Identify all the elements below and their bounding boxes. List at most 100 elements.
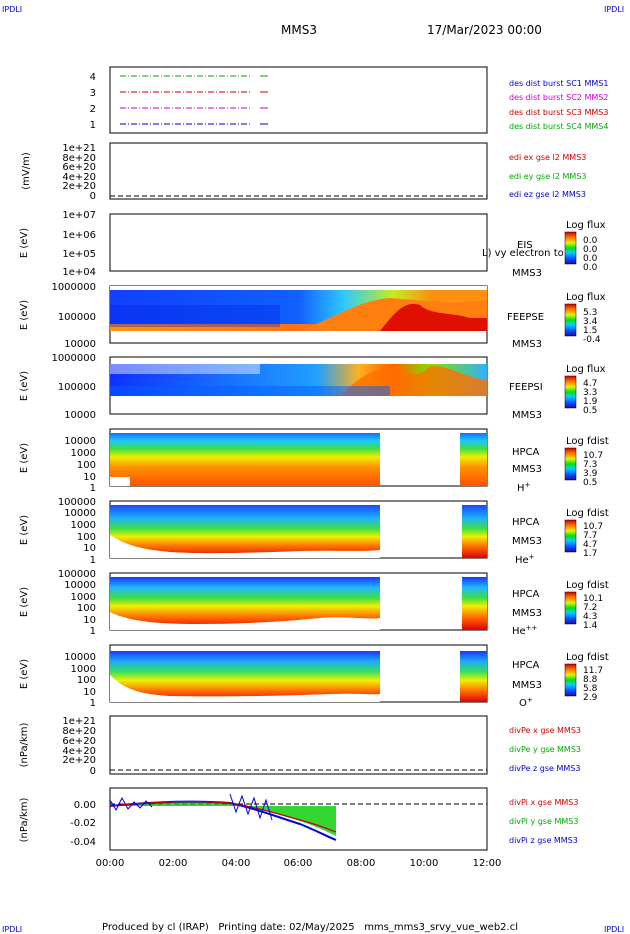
- hpca-o-species: O+: [519, 696, 533, 709]
- hpca-he2-ylabel: E (eV): [19, 587, 30, 617]
- hpca-he2-spectrogram: [110, 577, 487, 630]
- hpca-h-species: H+: [517, 481, 531, 494]
- hpca-he-cbar-tick: 7.7: [583, 531, 597, 541]
- feepse-ytick: 100000: [58, 312, 96, 323]
- feepsi-spectrogram: [110, 364, 487, 396]
- edi-ytick: 8e+20: [62, 153, 96, 164]
- feepsi-ytick: 1000000: [51, 353, 96, 364]
- hpca-o-spacecraft: MMS3: [512, 680, 542, 691]
- hpca-o-ytick: 10000: [64, 652, 96, 663]
- hpca-he-ytick: 100: [77, 532, 96, 543]
- hpca-he2-ytick: 10: [83, 615, 96, 626]
- feepsi-ylabel: E (eV): [19, 371, 30, 401]
- edi-ytick: 4e+20: [62, 172, 96, 183]
- hpca-o-ytick: 1: [90, 698, 96, 709]
- divpi-ylabel: (nPa/km): [19, 798, 30, 843]
- corner-label-bottom-right: IPDLI: [604, 925, 624, 934]
- hpca-he2-spacecraft: MMS3: [512, 608, 542, 619]
- divpe-ytick: 8e+20: [62, 726, 96, 737]
- hpca-he-ytick: 1: [90, 555, 96, 566]
- hpca-he2-ytick: 100000: [58, 569, 96, 580]
- hpca-h-ytick: 10000: [64, 436, 96, 447]
- edi-ytick: 2e+20: [62, 181, 96, 192]
- hpca-he-cbar-tick: 10.7: [583, 522, 603, 532]
- panel-eis: 1e+07 1e+06 1e+05 1e+04 E (eV) EIS L) vy…: [19, 210, 606, 279]
- eis-cbar-tick: 0.0: [583, 254, 598, 264]
- eis-colorbar: [564, 231, 577, 265]
- legend-entry: edi ex gse l2 MMS3: [509, 153, 586, 162]
- edi-ytick: 6e+20: [62, 162, 96, 173]
- hpca-he-ytick: 1000: [71, 520, 96, 531]
- hpca-o-cbar-tick: 5.8: [583, 684, 598, 694]
- hpca-h-cbar-tick: 3.9: [583, 469, 598, 479]
- divpe-ytick: 2e+20: [62, 755, 96, 766]
- x-tick-label: 04:00: [222, 858, 251, 869]
- panel-edi: 1e+21 8e+20 6e+20 4e+20 2e+20 0 (mV/m) e…: [21, 142, 587, 202]
- hpca-o-spectrogram: [110, 651, 487, 702]
- hpca-o-instrument: HPCA: [512, 660, 540, 671]
- hpca-o-ytick: 1000: [71, 664, 96, 675]
- corner-label-top-left: IPDLI: [2, 5, 22, 14]
- x-tick-label: 12:00: [473, 858, 502, 869]
- legend-entry: divPe x gse MMS3: [509, 726, 581, 735]
- hpca-he2-ytick: 100: [77, 603, 96, 614]
- burst-ytick: 1: [90, 120, 96, 131]
- page-title: MMS3: [281, 23, 317, 37]
- feepsi-colorbar: [564, 375, 577, 409]
- burst-traces: [120, 75, 268, 125]
- hpca-o-ylabel: E (eV): [19, 659, 30, 689]
- eis-ytick: 1e+05: [62, 249, 96, 260]
- hpca-he2-ytick: 1000: [71, 592, 96, 603]
- hpca-o-cbar-tick: 8.8: [583, 675, 598, 685]
- hpca-o-colorbar-title: Log fdist: [566, 652, 609, 663]
- panel-divpi: 0.00 -0.02 -0.04 (nPa/km) divPi x gse MM…: [19, 787, 578, 851]
- feepse-colorbar-title: Log flux: [566, 292, 606, 303]
- feepse-cbar-tick: 5.3: [583, 308, 597, 318]
- hpca-h-ytick: 100: [77, 460, 96, 471]
- legend-entry: des dist burst SC3 MMS3: [509, 108, 608, 117]
- hpca-he2-colorbar-title: Log fdist: [566, 580, 609, 591]
- hpca-he2-cbar-tick: 4.3: [583, 612, 597, 622]
- edi-ytick: 0: [90, 191, 96, 202]
- hpca-he2-instrument: HPCA: [512, 589, 540, 600]
- eis-ytick: 1e+06: [62, 230, 96, 241]
- hpca-he-ytick: 10000: [64, 508, 96, 519]
- eis-ytick: 1e+07: [62, 210, 96, 221]
- x-tick-label: 08:00: [347, 858, 376, 869]
- hpca-he2-species: He++: [512, 624, 538, 637]
- divpi-ytick: 0.00: [74, 800, 96, 811]
- footer-credit: Produced by cl (IRAP) Printing date: 02/…: [102, 922, 518, 933]
- corner-label-top-right: IPDLI: [604, 5, 624, 14]
- hpca-h-ytick: 10: [83, 472, 96, 483]
- divpi-traces: [109, 793, 337, 841]
- divpe-ytick: 1e+21: [62, 716, 96, 727]
- hpca-he-ytick: 100000: [58, 497, 96, 508]
- feepsi-cbar-tick: 0.5: [583, 406, 597, 416]
- hpca-he-cbar-tick: 1.7: [583, 549, 597, 559]
- feepsi-ytick: 100000: [58, 382, 96, 393]
- panel-feepsi: 1000000 100000 10000 E (eV) FEEPSI MMS3 …: [19, 353, 606, 421]
- burst-ytick: 2: [90, 104, 96, 115]
- x-axis: 00:00 02:00 04:00 06:00 08:00 10:00 12:0…: [96, 858, 502, 869]
- panel-divpe: 1e+21 8e+20 6e+20 4e+20 2e+20 0 (nPa/km)…: [19, 715, 581, 777]
- hpca-he-species: He+: [515, 553, 535, 566]
- legend-entry: des dist burst SC1 MMS1: [509, 79, 608, 88]
- legend-entry: divPi z gse MMS3: [509, 836, 578, 845]
- corner-label-bottom-left: IPDLI: [2, 925, 22, 934]
- legend-entry: edi ez gse l2 MMS3: [509, 190, 586, 199]
- legend-entry: divPi y gse MMS3: [509, 817, 578, 826]
- eis-cbar-tick: 0.0: [583, 236, 598, 246]
- hpca-he-instrument: HPCA: [512, 517, 540, 528]
- feepsi-cbar-tick: 4.7: [583, 379, 597, 389]
- x-tick-label: 10:00: [410, 858, 439, 869]
- legend-entry: divPe z gse MMS3: [509, 764, 580, 773]
- feepsi-cbar-tick: 1.9: [583, 397, 598, 407]
- legend-entry: divPi x gse MMS3: [509, 798, 578, 807]
- hpca-o-cbar-tick: 2.9: [583, 693, 598, 703]
- legend-entry: des dist burst SC2 MMS2: [509, 93, 608, 102]
- hpca-h-cbar-tick: 7.3: [583, 460, 597, 470]
- hpca-h-colorbar: [564, 447, 577, 481]
- panel-hpca-h: 10000 1000 100 10 1 E (eV) HPCA MMS3 H+ …: [19, 428, 609, 494]
- hpca-he2-colorbar: [564, 591, 577, 625]
